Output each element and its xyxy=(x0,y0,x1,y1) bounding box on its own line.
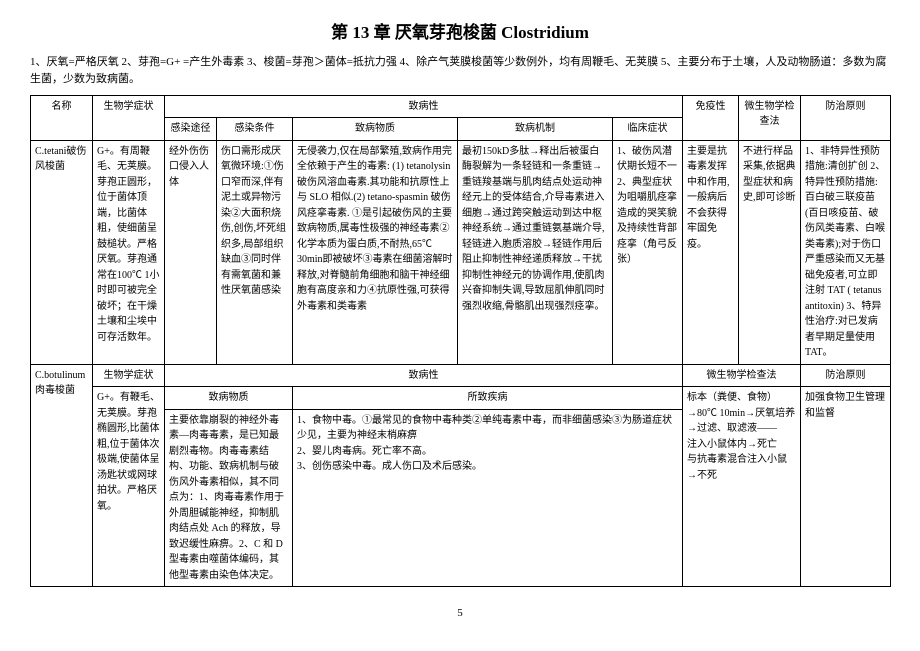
r1-bio: G+。有周鞭毛、无荚膜。芽孢正圆形，位于菌体顶端，比菌体粗，使细菌呈鼓槌状。严格… xyxy=(93,140,165,364)
r2-prev-label: 防治原则 xyxy=(801,364,891,387)
r1-mechanism: 最初150kD多肽→释出后被蛋白酶裂解为一条轻链和一条重链→重链羧基端与肌肉结点… xyxy=(458,140,613,364)
r2-micro-label: 微生物学检查法 xyxy=(683,364,801,387)
r2-sub-label: 致病物质 xyxy=(165,387,293,410)
r2-path-label: 致病性 xyxy=(165,364,683,387)
page-number: 5 xyxy=(30,605,890,622)
intro-text: 1、厌氧=严格厌氧 2、芽孢=G+ =产生外毒素 3、梭菌=芽孢＞菌体=抵抗力强… xyxy=(30,54,890,89)
r2-substance: 主要依靠崩裂的神经外毒素—肉毒毒素，是已知最剧烈毒物。肉毒毒素结构、功能、致病机… xyxy=(165,409,293,587)
r1-prevention: 1、非特异性预防措施:清创扩创 2、特异性预防措施:百白破三联疫苗(百日咳疫苗、… xyxy=(801,140,891,364)
page-title: 第 13 章 厌氧芽孢梭菌 Clostridium xyxy=(30,20,890,46)
hdr-mechanism: 致病机制 xyxy=(458,118,613,141)
hdr-condition: 感染条件 xyxy=(217,118,293,141)
r2-name: C.botulinum肉毒梭菌 xyxy=(31,364,93,587)
r1-micro: 不进行样品采集,依据典型症状和病史,即可诊断 xyxy=(739,140,801,364)
hdr-pathogenicity: 致病性 xyxy=(165,95,683,118)
hdr-clinical: 临床症状 xyxy=(613,118,683,141)
r1-clinical: 1、破伤风潜伏期长短不一2、典型症状为咀嚼肌痉挛造成的哭笑貌及持续性背部痉挛（角… xyxy=(613,140,683,364)
r2-micro: 标本（粪便、食物）→80℃ 10min→厌氧培养→过滤、取滤液——注入小鼠体内→… xyxy=(683,387,801,587)
hdr-prevention: 防治原则 xyxy=(801,95,891,140)
r2-disease-label: 所致疾病 xyxy=(293,387,683,410)
hdr-bio: 生物学症状 xyxy=(93,95,165,140)
r1-substance: 无侵袭力,仅在局部繁殖,致病作用完全依赖于产生的毒素: (1) tetanoly… xyxy=(293,140,458,364)
r2-prevention: 加强食物卫生管理和监督 xyxy=(801,387,891,587)
hdr-name: 名称 xyxy=(31,95,93,140)
r2-bio-label: 生物学症状 xyxy=(93,364,165,387)
r1-immunity: 主要是抗毒素发挥中和作用,一般病后不会获得牢固免疫。 xyxy=(683,140,739,364)
r1-name: C.tetani破伤风梭菌 xyxy=(31,140,93,364)
hdr-micro: 微生物学检查法 xyxy=(739,95,801,140)
hdr-substance: 致病物质 xyxy=(293,118,458,141)
hdr-immunity: 免疫性 xyxy=(683,95,739,140)
hdr-route: 感染途径 xyxy=(165,118,217,141)
r1-route: 经外伤伤口侵入人体 xyxy=(165,140,217,364)
main-table: 名称 生物学症状 致病性 免疫性 微生物学检查法 防治原则 感染途径 感染条件 … xyxy=(30,95,891,588)
r2-disease: 1、食物中毒。①最常见的食物中毒种类②单纯毒素中毒，而非细菌感染③为肠道症状少见… xyxy=(293,409,683,587)
r2-bio: G+。有鞭毛、无荚膜。芽孢椭圆形,比菌体粗,位于菌体次极端,使菌体呈汤匙状或网球… xyxy=(93,387,165,587)
r1-condition: 伤口需形成厌氧微环境:①伤口窄而深,伴有泥土或异物污染②大面积烧伤,创伤,坏死组… xyxy=(217,140,293,364)
